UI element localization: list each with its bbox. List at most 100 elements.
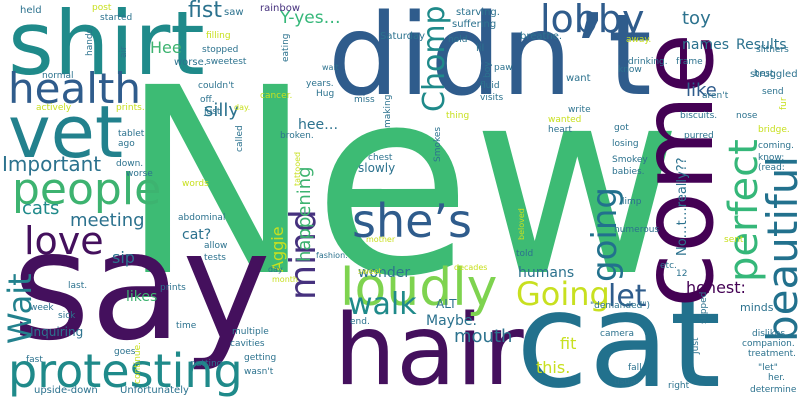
word-heedots: hee… [298, 117, 339, 133]
word-upside-down: upside-down [34, 385, 98, 396]
word-coming: coming. [758, 141, 794, 151]
word-wanted: wanted [548, 115, 582, 125]
word-goes: goes [114, 347, 136, 357]
word-sick: sick [58, 311, 76, 321]
word-let-quoted: "let" [758, 363, 778, 373]
word-month: month [272, 275, 298, 284]
word-results: Results [736, 37, 787, 53]
word-fluid: fluid [480, 81, 500, 91]
word-struggled: struggled [750, 69, 798, 80]
word-silly: silly [204, 100, 240, 121]
word-end: end. [350, 317, 370, 327]
word-didnt: didn’t [328, 0, 652, 121]
word-dislikes: dislikes [752, 329, 786, 339]
word-drinking: drinking. [628, 57, 668, 67]
word-cats: cats [22, 198, 60, 219]
word-eating: eating [281, 33, 291, 63]
word-people: people [12, 164, 162, 215]
word-ago: ago [118, 139, 135, 149]
word-send: send [762, 87, 784, 97]
word-got: got [614, 123, 629, 133]
word-couldnt: couldn't [198, 81, 235, 91]
word-getting: getting [244, 353, 277, 363]
word-cat: cat [516, 264, 722, 400]
word-shirt: shirt [8, 0, 205, 95]
word-write: write [568, 105, 591, 115]
word-down: down. [116, 159, 144, 169]
word-say: say [12, 200, 271, 374]
word-just-small: just [204, 107, 221, 117]
word-fashion: fashion. [316, 251, 348, 260]
word-putting: putting [190, 359, 223, 369]
word-just-cap: Just [691, 337, 701, 354]
word-held: held [20, 5, 42, 16]
word-last: last. [68, 281, 88, 291]
word-week: week [30, 303, 54, 313]
word-alt: ALT [436, 297, 457, 311]
word-protesting: protesting [8, 344, 243, 398]
word-best: best [754, 69, 774, 79]
word-etc: etc. [660, 261, 677, 271]
word-fast: fast [26, 355, 43, 365]
word-camera: camera [600, 329, 634, 339]
word-called: called [235, 125, 245, 152]
word-hee: Hee [150, 38, 182, 57]
word-beloved: beloved [517, 208, 526, 240]
word-sweet: sweet [358, 267, 382, 276]
word-health: health [8, 64, 141, 113]
word-words: words [182, 179, 209, 189]
word-day-dot: day. [234, 103, 251, 112]
word-decades: decades [454, 263, 488, 272]
word-unfortunately: Unfortunately [120, 385, 189, 396]
word-want: want [566, 73, 591, 84]
word-cat-q: cat? [182, 227, 212, 243]
word-love: love [24, 219, 104, 263]
word-visits: visits [480, 93, 504, 103]
word-time: time [176, 321, 197, 331]
word-treatment: treatment. [748, 349, 797, 359]
word-making: making [383, 94, 393, 128]
word-lil: lil [476, 43, 485, 54]
word-rainbow: rainbow [260, 3, 300, 14]
word-names: names [682, 37, 729, 53]
word-years: years. [306, 79, 334, 89]
word-suffering: suffering [452, 19, 497, 30]
word-air: air [119, 46, 129, 58]
word-mother: mother [366, 235, 396, 244]
word-slipped: slipped [699, 291, 709, 324]
word-companion: companion. [742, 339, 795, 349]
word-cancer: cancer. [260, 91, 293, 101]
word-prints-dot: prints. [116, 103, 145, 113]
word-sweetest: sweetest [206, 57, 247, 67]
word-likes: likes [126, 289, 158, 305]
word-miss: miss [354, 95, 375, 105]
word-saturday: Saturday [380, 31, 426, 42]
word-inquiring: Inquiring [30, 325, 84, 339]
word-heart: heart [548, 125, 572, 135]
word-no-really: No…t…really?? [675, 157, 690, 256]
word-numerous: numerous [614, 225, 660, 235]
word-toy: toy [682, 8, 711, 29]
word-worse-dot: worse. [174, 57, 207, 68]
word-slowly: slowly [358, 161, 396, 175]
word-normal: normal [42, 71, 74, 81]
word-multiple: multiple [232, 327, 269, 337]
word-going-cap: Going [516, 275, 610, 313]
word-know: know [618, 65, 642, 75]
word-off: off. [200, 95, 215, 105]
word-cavities: cavities [230, 339, 265, 349]
word-lobby: lobby [540, 0, 645, 41]
word-boy: boy [483, 61, 493, 78]
word-hug: Hug [316, 89, 335, 99]
word-actively: actively [36, 103, 72, 113]
word-important: Important [2, 152, 102, 176]
word-arent: aren't [702, 91, 729, 101]
word-purred: purred [684, 131, 714, 141]
word-this: this. [536, 358, 571, 377]
word-wait-small: wait [322, 63, 339, 72]
word-nose: nose [736, 111, 758, 121]
word-losing: losing [612, 139, 639, 149]
word-filling: filling [206, 31, 231, 41]
word-breathe: breathe. [520, 31, 563, 42]
